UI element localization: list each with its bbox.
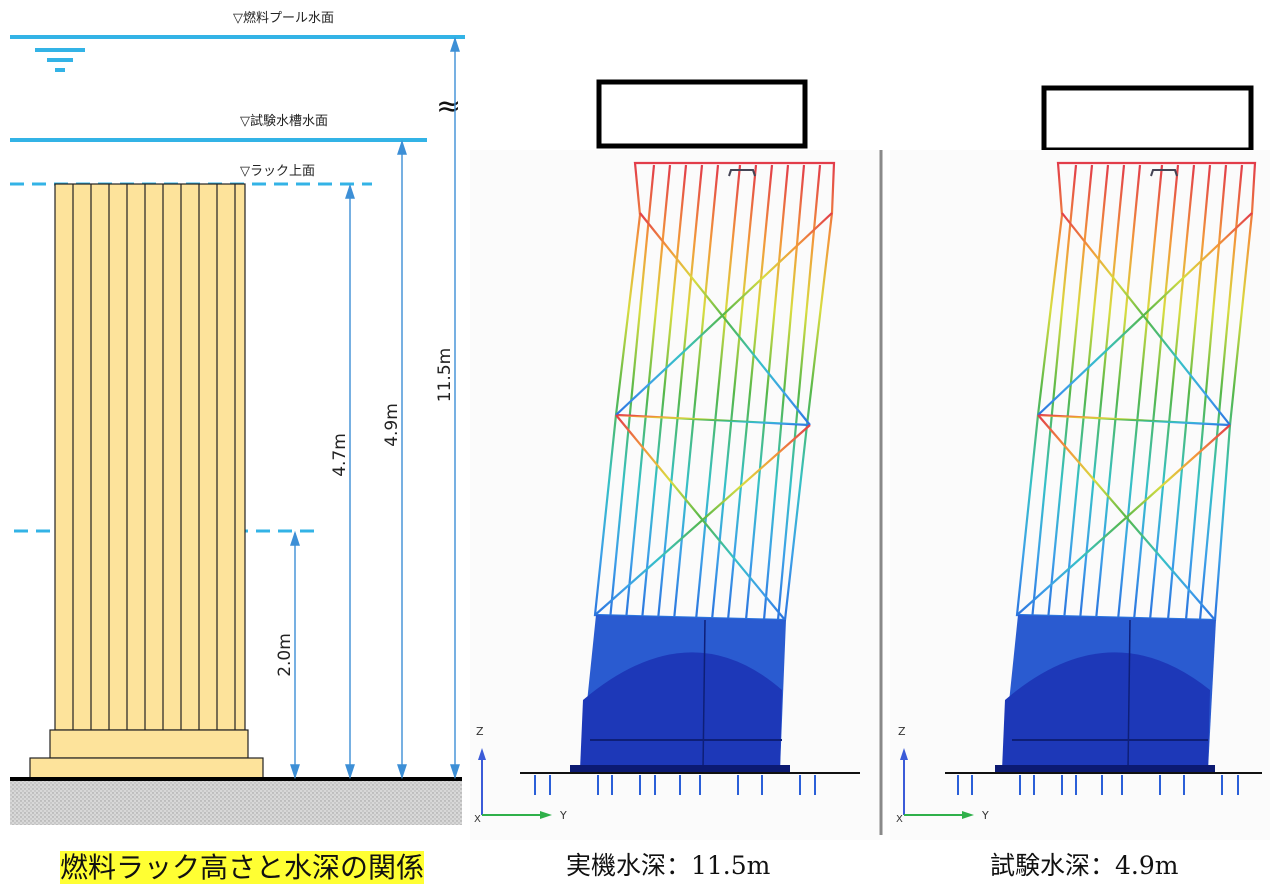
rack-base-block-left [580,615,786,771]
top-handle-right [1150,169,1178,177]
rack-base-lower [29,757,264,779]
dimension-2-0m: 2.0m [275,633,295,677]
ground [10,780,462,825]
right-caption: 試験水深：4.9m [990,851,1179,880]
rack-members-right [1015,161,1257,622]
axis-z-label-right: Z [898,725,906,738]
rack-base-upper [49,729,249,759]
middle-panel: Z Y X [470,79,880,840]
middle-caption: 実機水深：11.5m [566,851,771,880]
dimension-4-7m: 4.7m [330,433,350,477]
axis-y-label-left: Y [559,809,567,822]
dimension-11-5m: 11.5m [435,348,455,402]
rack-members-left [593,161,836,622]
fuel-rack [29,183,264,779]
axis-x-label-right: X [896,814,903,825]
axis-triad-right: Z Y X [896,725,989,825]
rack-base-block-right [1002,615,1216,771]
axis-triad-left: Z Y X [474,725,567,825]
redaction-box-right [1041,85,1254,153]
water-surface-symbol [35,48,85,72]
pool-surface-label: ▽燃料プール水面 [233,10,334,26]
dimension-4-9m: 4.9m [382,403,402,447]
test-tank-surface-label: ▽試験水槽水面 [240,113,328,129]
axis-z-label-left: Z [476,725,484,738]
ground-plate-right [945,765,1262,795]
left-caption-text: 燃料ラック高さと水深の関係 [60,851,425,884]
redaction-box-left [596,79,808,149]
axis-y-label-right: Y [981,809,989,822]
axis-x-label-left: X [474,814,481,825]
top-handle-left [728,169,756,177]
left-caption: 燃料ラック高さと水深の関係 [60,846,425,886]
dimension-lines [290,36,460,780]
omission-mark: ≈ [436,89,461,124]
right-panel: Z Y X [890,85,1270,840]
ground-plate-left [520,765,860,795]
left-panel: ▽燃料プール水面 ▽試験水槽水面 ▽ラック上面 ≈ [10,10,465,825]
rack-top-label: ▽ラック上面 [240,164,315,179]
